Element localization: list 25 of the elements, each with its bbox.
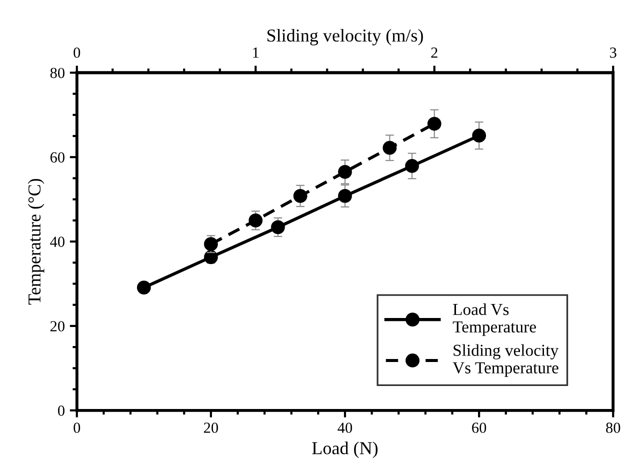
y-axis-title: Temperature (°C) (28, 178, 44, 305)
x2-tick-label: 3 (610, 48, 616, 58)
x-tick-label: 0 (74, 422, 80, 433)
x2-tick-label: 1 (253, 48, 259, 58)
point (338, 189, 352, 203)
point (405, 159, 419, 173)
point (472, 128, 486, 143)
x-tick-label: 20 (204, 422, 218, 433)
x-tick-label: 60 (472, 422, 486, 433)
point (136, 280, 151, 294)
x-tick-label: 40 (338, 422, 352, 433)
y-tick-label: 0 (58, 406, 64, 416)
y-tick-label: 60 (50, 152, 64, 163)
legend-label: Sliding velocity Vs Temperature (452, 344, 559, 377)
y-tick-label: 20 (50, 321, 64, 332)
x-tick-label: 80 (606, 422, 620, 433)
y-tick-label: 80 (50, 68, 64, 78)
x2-axis-title: Sliding velocity (m/s) (267, 28, 423, 46)
x2-tick-label: 0 (74, 47, 80, 58)
x2-tick-label: 2 (431, 48, 438, 58)
y-tick-label: 40 (50, 236, 64, 247)
x-axis-title: Load (N) (312, 442, 378, 458)
point (204, 250, 218, 264)
legend-label: Load Vs Temperature (452, 303, 536, 336)
point (271, 220, 285, 234)
